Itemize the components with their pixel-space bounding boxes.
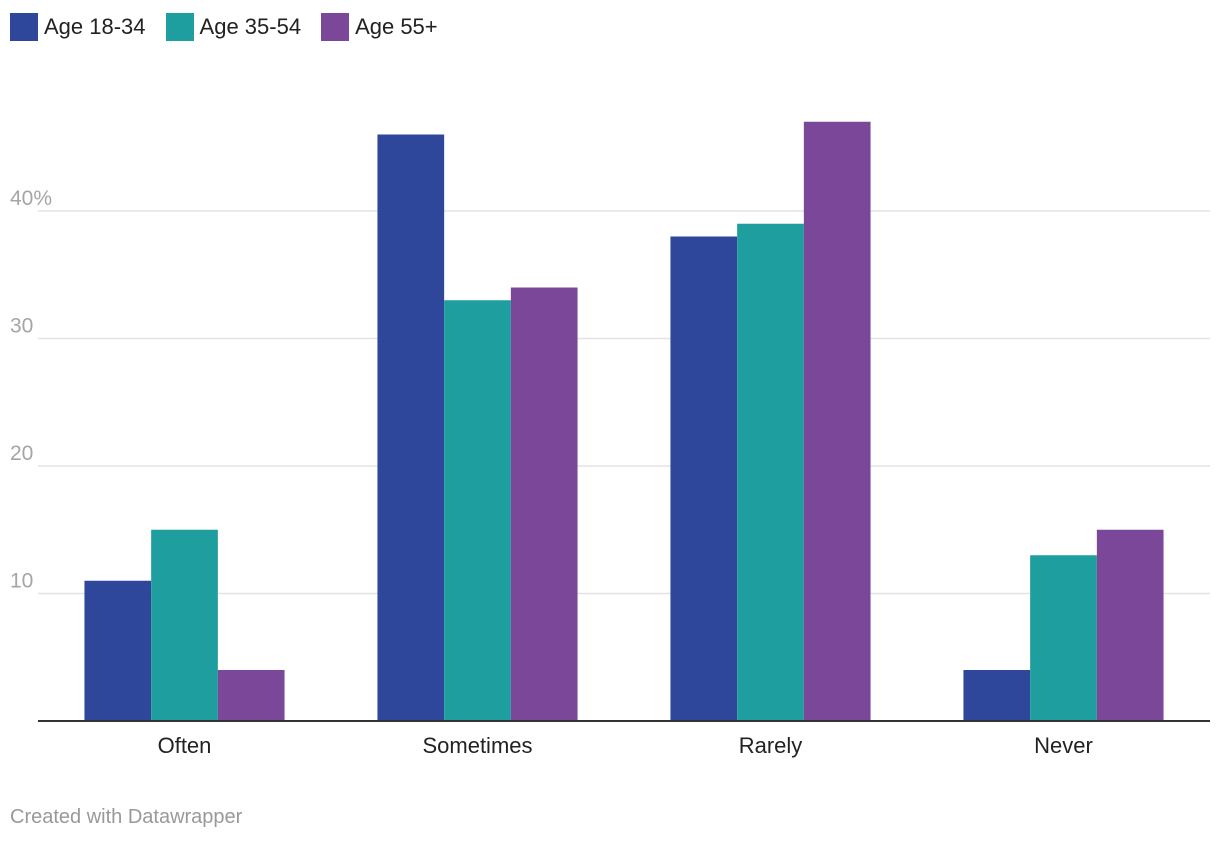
legend-swatch (165, 13, 194, 41)
legend-item: Age 55+ (321, 13, 438, 41)
bar (737, 223, 804, 721)
legend-item: Age 35-54 (165, 13, 302, 41)
x-tick-label: Sometimes (422, 733, 532, 758)
y-tick-label: 40% (10, 187, 52, 210)
x-tick-label: Never (1034, 733, 1093, 758)
credit-footer: Created with Datawrapper (10, 806, 243, 828)
y-tick-label: 20 (10, 442, 33, 465)
bar (377, 134, 445, 721)
bar (510, 287, 578, 721)
x-tick-label: Often (158, 733, 212, 758)
bar (1096, 529, 1164, 721)
bar-chart: 10 20 30 40% Often Sometimes Rarely Never (10, 121, 1210, 758)
legend-swatch (10, 13, 38, 41)
y-tick-label: 10 (10, 570, 33, 593)
legend-label: Age 55+ (355, 14, 438, 39)
bar (84, 580, 152, 721)
bar (1030, 555, 1097, 721)
bar (444, 300, 511, 721)
bar (803, 121, 871, 721)
legend-item: Age 18-34 (10, 13, 146, 41)
legend-label: Age 35-54 (199, 14, 302, 39)
y-tick-label: 30 (10, 315, 33, 338)
bar (670, 236, 738, 721)
legend: Age 18-34 Age 35-54 Age 55+ (10, 12, 458, 42)
legend-label: Age 18-34 (44, 14, 146, 39)
bar (217, 670, 285, 721)
legend-swatch (321, 13, 350, 41)
x-tick-label: Rarely (739, 733, 803, 758)
bar (963, 670, 1031, 721)
bar (151, 529, 218, 721)
